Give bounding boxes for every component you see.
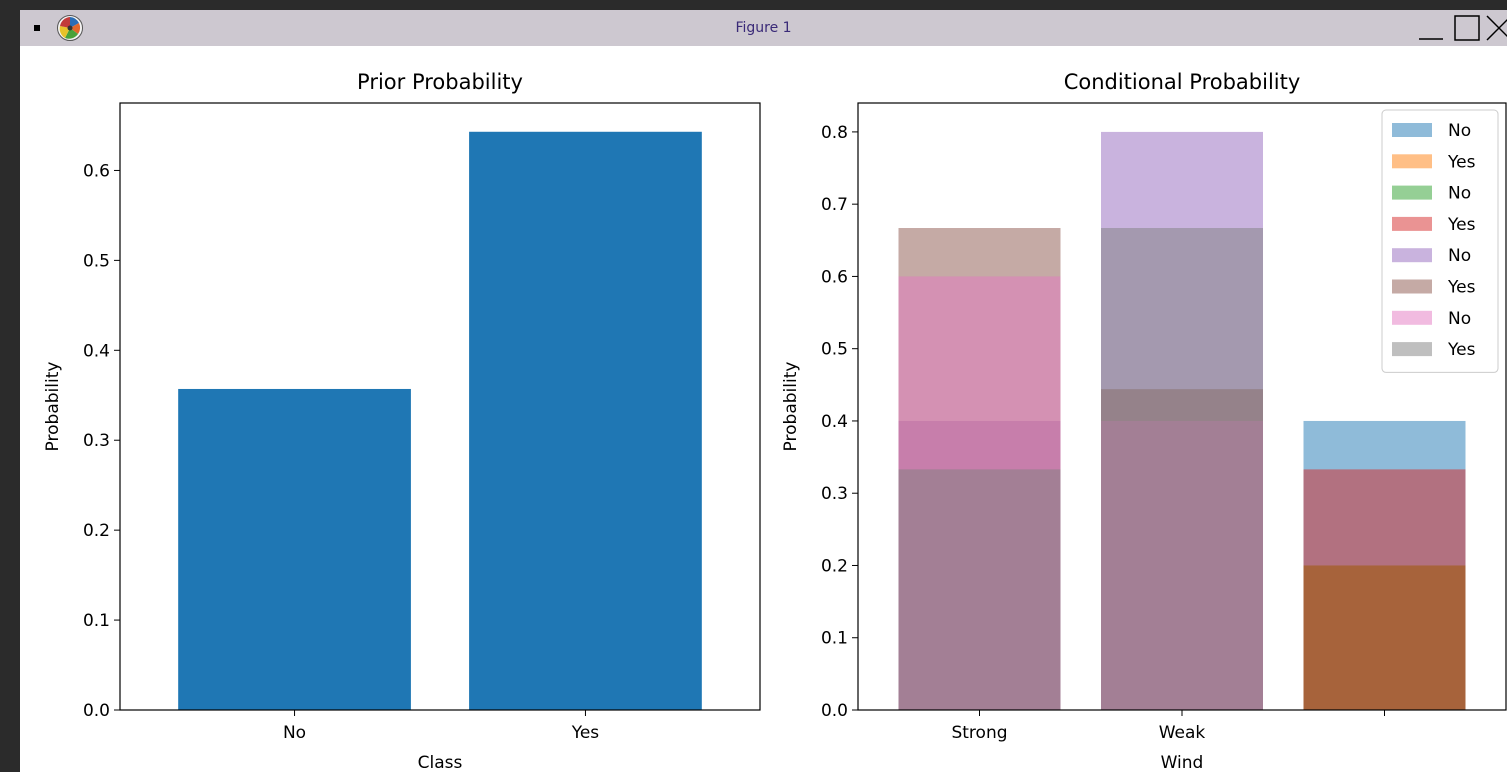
legend-box	[1381, 109, 1499, 373]
x-axis-label: Wind	[1161, 753, 1204, 772]
axes-frame	[119, 102, 761, 711]
y-tick-label: 0.0	[821, 701, 848, 721]
legend-swatch	[1392, 279, 1432, 294]
matplotlib-icon	[57, 15, 83, 41]
y-tick-label: 0.4	[821, 412, 848, 432]
chart-title: Conditional Probability	[1064, 70, 1301, 94]
y-tick-label: 0.8	[821, 123, 848, 143]
y-tick-label: 0.7	[821, 195, 848, 215]
y-tick-label: 0.2	[83, 521, 110, 541]
y-tick-label: 0.1	[83, 611, 110, 631]
y-tick-label: 0.1	[821, 629, 848, 649]
figure-canvas: 0.0 0.1 0.2 0.3 0.4 0.5 0.6 No Yes Prior Probabil…	[20, 46, 1507, 772]
bar-series-4-3	[1303, 469, 1466, 710]
y-tick-label: 0.5	[821, 340, 848, 360]
legend-entry: Yes	[1447, 215, 1476, 235]
legend-swatch	[1392, 185, 1432, 200]
y-tick-label: 0.3	[83, 431, 110, 451]
bar-series-8-2	[1101, 228, 1263, 710]
bar-yes	[469, 131, 702, 710]
x-tick-label: Yes	[571, 723, 600, 743]
legend-entry: No	[1448, 246, 1471, 266]
legend-entry: No	[1448, 309, 1471, 329]
minimize-icon[interactable]	[1417, 16, 1445, 42]
bar-series-8-1	[898, 469, 1061, 710]
x-tick-label: No	[283, 723, 306, 743]
x-axis-label: Class	[418, 753, 463, 772]
y-tick-label: 0.4	[83, 341, 110, 361]
y-tick-label: 0.2	[821, 556, 848, 576]
y-tick-label: 0.0	[83, 701, 110, 721]
window-menu-icon[interactable]	[34, 25, 40, 31]
y-axis-label: Probability	[43, 362, 63, 452]
y-tick-label: 0.3	[821, 484, 848, 504]
chart-2: 0.0 0.1 0.2 0.3 0.4 0.5 0.6 0.7 0.8 Strong Weak Con…	[781, 70, 1507, 772]
legend-swatch	[1392, 123, 1432, 137]
x-tick-label: Weak	[1159, 723, 1206, 743]
bar-no	[178, 388, 411, 710]
legend-entry: No	[1448, 184, 1471, 204]
legend-swatch	[1392, 216, 1432, 231]
close-icon[interactable]	[1485, 14, 1507, 42]
chart-1: 0.0 0.1 0.2 0.3 0.4 0.5 0.6 No Yes Prior Probabil…	[43, 70, 761, 772]
window-title: Figure 1	[735, 20, 792, 36]
figure-svg: 0.0 0.1 0.2 0.3 0.4 0.5 0.6 No Yes Prior Probabil…	[43, 70, 1507, 772]
x-tick-label: Strong	[951, 723, 1007, 743]
legend: No Yes No Yes No Yes No Yes	[1381, 109, 1499, 373]
title-bar[interactable]: Figure 1	[20, 10, 1507, 46]
legend-swatch	[1392, 154, 1432, 169]
legend-entry: Yes	[1447, 278, 1476, 298]
legend-swatch	[1392, 342, 1432, 357]
legend-swatch	[1392, 248, 1432, 263]
maximize-icon[interactable]	[1453, 14, 1481, 42]
legend-entry: Yes	[1447, 152, 1476, 172]
y-tick-label: 0.5	[83, 251, 110, 271]
chart-title: Prior Probability	[357, 70, 523, 94]
legend-swatch	[1392, 310, 1432, 325]
y-axis-label: Probability	[781, 362, 801, 452]
legend-entry: Yes	[1447, 340, 1476, 360]
y-tick-label: 0.6	[821, 267, 848, 287]
legend-entry: No	[1448, 121, 1471, 141]
y-tick-label: 0.6	[83, 161, 110, 181]
